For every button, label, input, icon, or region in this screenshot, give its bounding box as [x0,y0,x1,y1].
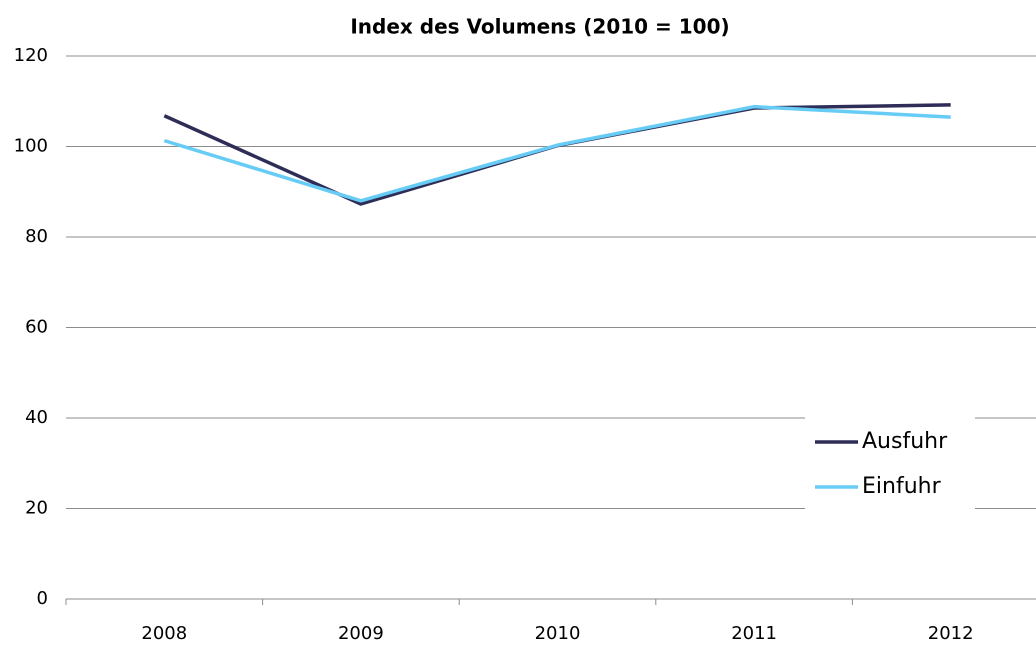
x-tick-label: 2012 [928,623,974,644]
y-tick-label: 40 [25,407,48,428]
line-series [163,103,951,206]
legend-label: Einfuhr [862,474,942,499]
y-tick-label: 80 [25,226,48,247]
y-tick-label: 20 [25,498,48,519]
x-tick-label: 2009 [338,623,384,644]
y-tick-label: 60 [25,317,48,338]
legend-label: Ausfuhr [862,429,948,454]
legend-box [805,405,975,520]
y-tick-label: 120 [14,45,48,66]
y-tick-label: 0 [37,588,48,609]
line-series [163,104,951,203]
x-tick-label: 2010 [535,623,581,644]
y-tick-label: 100 [14,136,48,157]
chart-title: Index des Volumens (2010 = 100) [350,15,729,39]
x-tick-label: 2011 [731,623,777,644]
x-tick-label: 2008 [141,623,187,644]
